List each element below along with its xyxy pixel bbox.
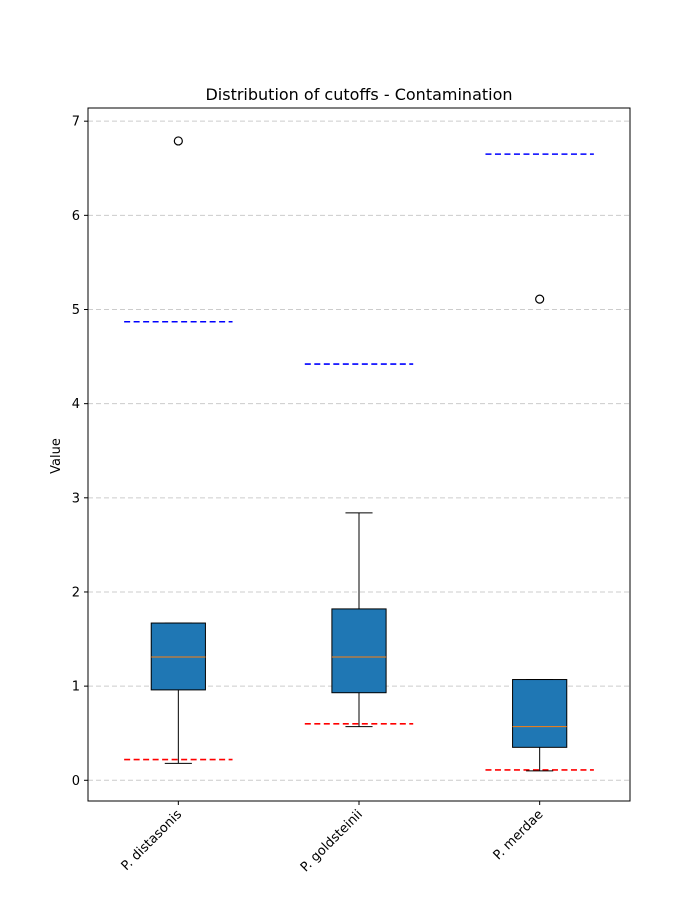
x-tick-label: P. goldsteinii xyxy=(298,807,366,875)
ticks-layer: 0 1 2 3 4 5 6 7 P. distasonis P. goldsteinii P. me… xyxy=(72,115,547,875)
y-tick-label: 1 xyxy=(72,680,80,695)
y-tick-label: 2 xyxy=(72,585,80,600)
reference-lines-layer xyxy=(124,153,594,771)
plot-frame xyxy=(87,107,631,802)
outlier-point xyxy=(535,294,545,304)
box-group xyxy=(150,136,206,764)
y-tick-label: 0 xyxy=(72,774,80,789)
box-group xyxy=(331,512,387,728)
y-tick-label: 3 xyxy=(72,491,80,506)
box-group xyxy=(512,294,568,772)
y-tick-label: 6 xyxy=(72,209,80,224)
y-tick-label: 5 xyxy=(72,303,80,318)
boxes-layer xyxy=(150,136,568,772)
outlier-point xyxy=(173,136,183,146)
y-axis-label: Value xyxy=(49,438,64,474)
y-tick-label: 7 xyxy=(72,115,80,130)
y-tick-label: 4 xyxy=(72,397,80,412)
iqr-box xyxy=(512,679,568,748)
x-tick-label: P. merdae xyxy=(491,807,547,863)
chart-title: Distribution of cutoffs - Contamination xyxy=(205,85,512,104)
x-tick-label: P. distasonis xyxy=(119,807,186,874)
iqr-box xyxy=(331,608,387,694)
